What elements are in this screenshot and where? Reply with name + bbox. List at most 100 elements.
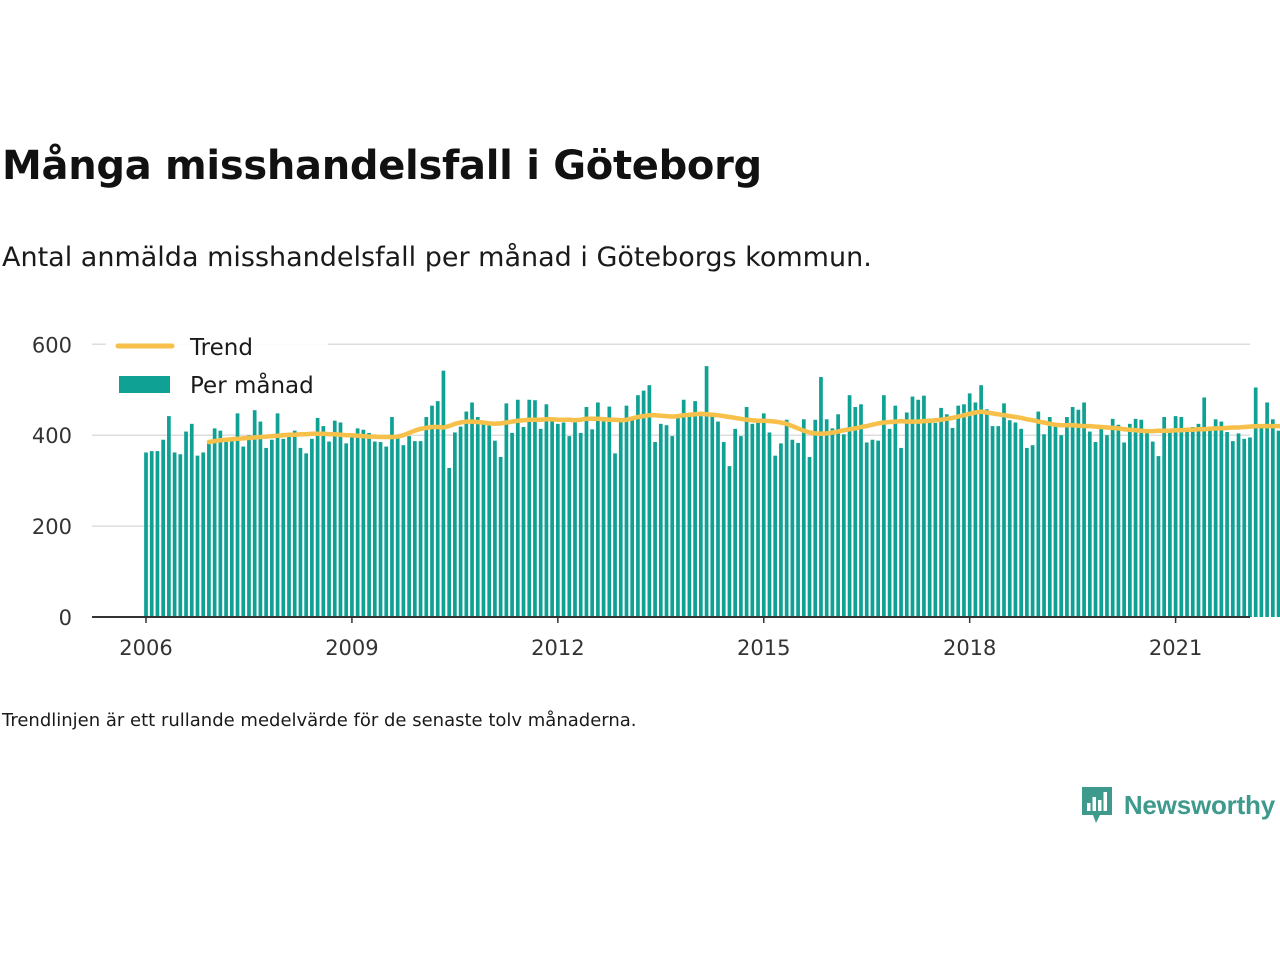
bar bbox=[698, 416, 703, 617]
bar bbox=[939, 407, 943, 617]
bar bbox=[990, 426, 995, 617]
bar bbox=[721, 442, 726, 617]
bar bbox=[252, 410, 257, 617]
bar bbox=[544, 404, 549, 617]
trend-line bbox=[206, 409, 1280, 445]
bar bbox=[630, 420, 635, 617]
bar bbox=[521, 427, 526, 617]
bar bbox=[1042, 434, 1046, 617]
bar bbox=[1122, 442, 1126, 617]
bar bbox=[893, 405, 898, 617]
bar bbox=[155, 451, 160, 617]
newsworthy-logo-icon bbox=[1081, 787, 1112, 823]
bar bbox=[195, 455, 200, 617]
bar bbox=[653, 442, 657, 617]
bar bbox=[607, 406, 612, 617]
bar bbox=[1156, 456, 1161, 617]
bar bbox=[710, 412, 715, 617]
bar bbox=[1150, 441, 1155, 617]
bar bbox=[235, 413, 240, 617]
bar bbox=[189, 423, 194, 617]
bar bbox=[361, 429, 366, 617]
bar bbox=[922, 395, 926, 617]
y-tick-label: 400 bbox=[32, 424, 72, 448]
bar bbox=[475, 417, 480, 617]
bar bbox=[458, 426, 463, 617]
bar bbox=[1110, 418, 1115, 617]
bar bbox=[350, 436, 354, 617]
bar bbox=[819, 377, 823, 617]
bar bbox=[292, 430, 297, 617]
brand-name: Newsworthy bbox=[1123, 789, 1275, 820]
bar bbox=[647, 385, 652, 617]
bar bbox=[967, 393, 972, 617]
bar bbox=[1213, 419, 1218, 617]
bar bbox=[281, 438, 286, 617]
bar bbox=[590, 429, 595, 617]
legend-trend-label: Trend bbox=[189, 335, 253, 361]
bar bbox=[487, 424, 492, 617]
x-tick-label: 2015 bbox=[737, 636, 790, 660]
bar bbox=[779, 443, 783, 617]
bar bbox=[412, 441, 417, 617]
bar bbox=[1116, 424, 1121, 617]
bar bbox=[910, 396, 915, 617]
bar bbox=[332, 420, 337, 617]
bar bbox=[1065, 417, 1069, 617]
bar bbox=[161, 439, 166, 617]
bar bbox=[304, 453, 309, 617]
bar bbox=[664, 425, 669, 617]
bar bbox=[264, 447, 268, 617]
bar bbox=[1139, 419, 1144, 617]
legend: Trend Per månad bbox=[106, 328, 328, 404]
bar bbox=[784, 419, 789, 617]
bar bbox=[395, 437, 400, 617]
bar bbox=[807, 457, 812, 617]
bar bbox=[996, 426, 1001, 617]
x-tick-label: 2009 bbox=[325, 636, 378, 660]
bar bbox=[681, 399, 686, 617]
y-tick-label: 0 bbox=[59, 606, 72, 630]
bar bbox=[761, 413, 766, 617]
bar bbox=[453, 432, 457, 617]
y-tick-labels: 0 200 400 600 bbox=[32, 333, 72, 630]
bar bbox=[441, 370, 446, 617]
legend-bars-swatch bbox=[119, 376, 170, 393]
bar bbox=[727, 466, 732, 617]
bar bbox=[830, 428, 835, 617]
bar bbox=[716, 421, 720, 617]
bar bbox=[824, 419, 829, 617]
bar bbox=[813, 419, 818, 617]
bar bbox=[1047, 417, 1052, 617]
bar bbox=[167, 416, 171, 617]
bar bbox=[149, 451, 154, 617]
bar bbox=[733, 428, 738, 617]
bar bbox=[418, 441, 423, 617]
bar bbox=[481, 421, 486, 617]
bar bbox=[1173, 416, 1178, 617]
legend-bars-label: Per månad bbox=[190, 371, 314, 399]
bar bbox=[676, 417, 680, 617]
bar bbox=[298, 447, 303, 617]
bar bbox=[801, 419, 806, 617]
bar bbox=[1145, 431, 1149, 617]
x-tick-label: 2012 bbox=[531, 636, 584, 660]
bar bbox=[904, 412, 909, 617]
bar bbox=[287, 432, 291, 617]
x-ticks: 2006200920122015201820212024 bbox=[119, 617, 1202, 660]
bar bbox=[916, 399, 921, 617]
x-tick-label: 2006 bbox=[119, 636, 172, 660]
bar bbox=[853, 407, 858, 617]
bar bbox=[1190, 427, 1195, 617]
bar bbox=[1076, 409, 1081, 617]
bar bbox=[973, 402, 978, 617]
bar bbox=[555, 423, 560, 617]
bar bbox=[950, 427, 955, 617]
bar bbox=[498, 457, 503, 617]
bar bbox=[269, 439, 274, 617]
bar bbox=[384, 446, 389, 617]
bar bbox=[321, 426, 326, 617]
bar bbox=[578, 432, 583, 617]
bar bbox=[1219, 421, 1224, 617]
bar bbox=[962, 404, 966, 617]
